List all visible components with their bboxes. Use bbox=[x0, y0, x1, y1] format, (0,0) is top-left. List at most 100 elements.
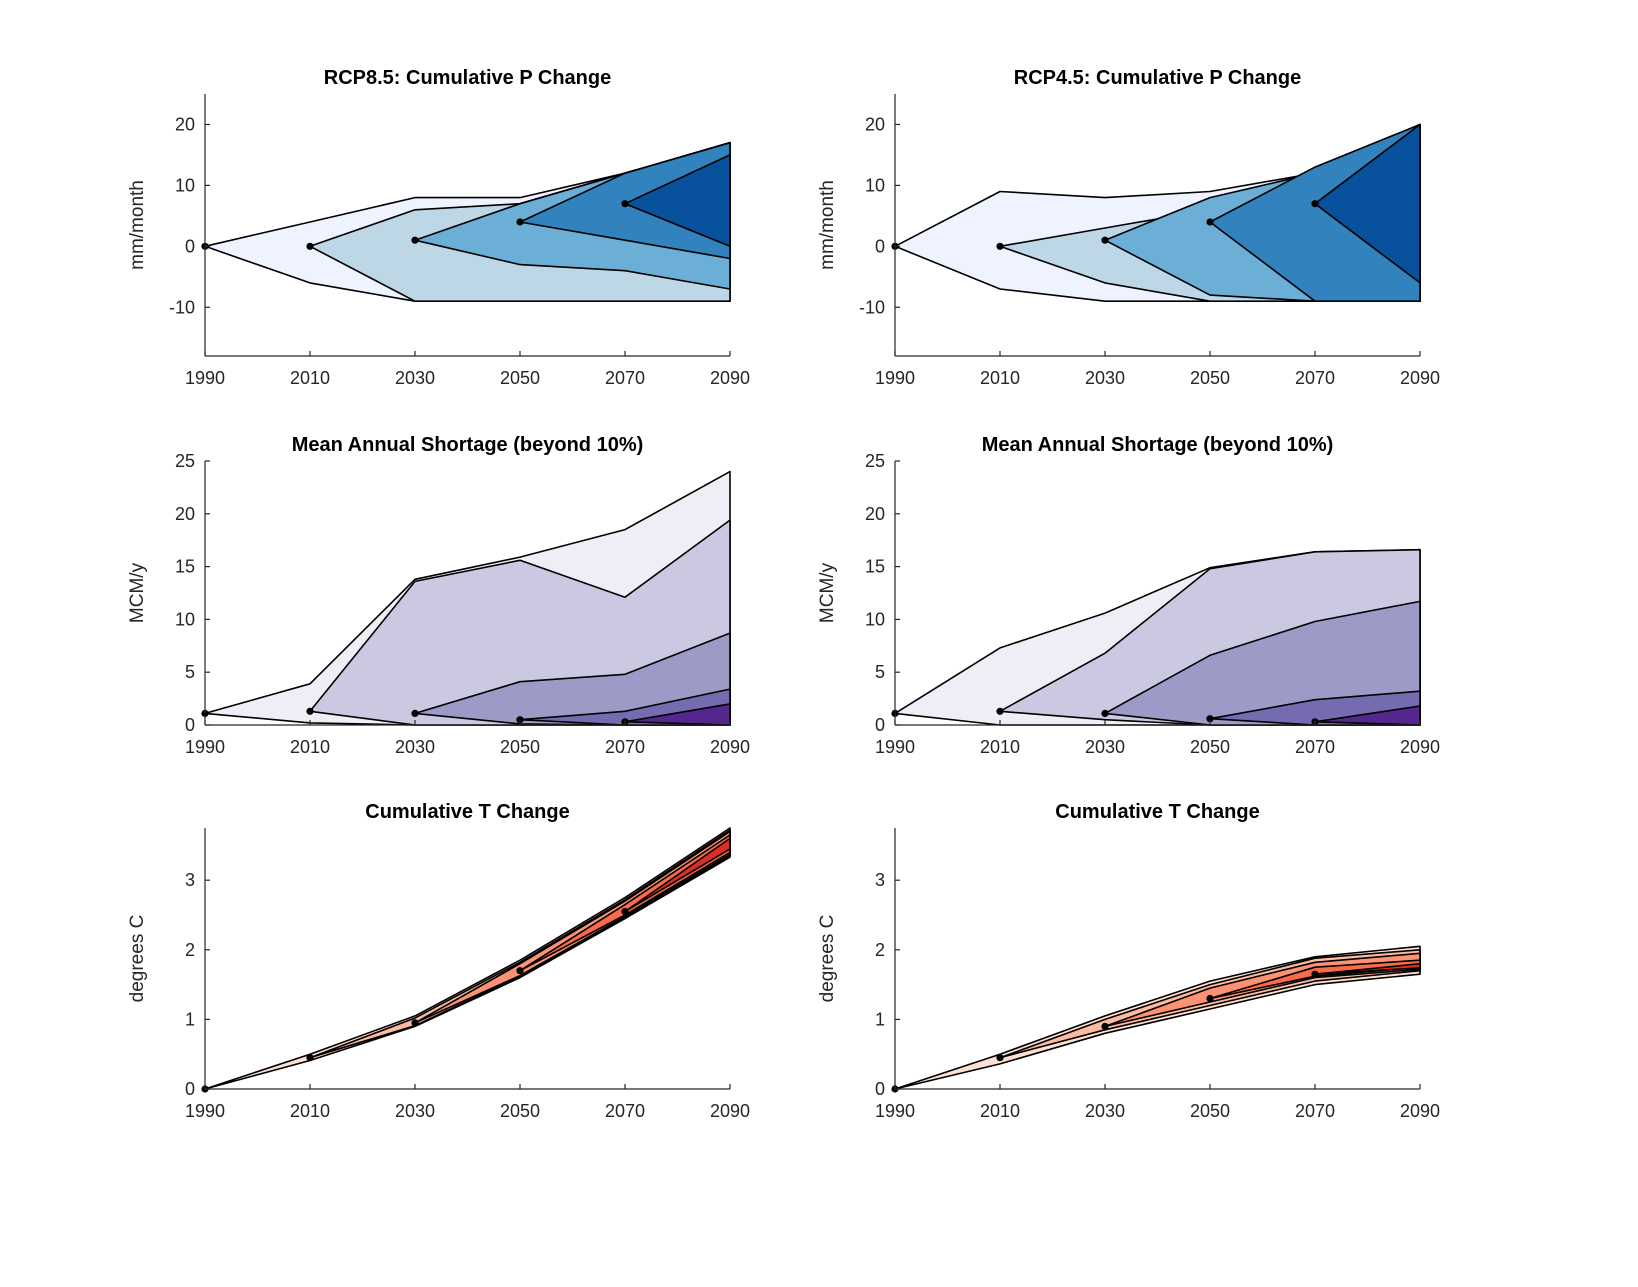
x-tick-label: 2070 bbox=[605, 737, 645, 757]
x-tick-label: 1990 bbox=[185, 1101, 225, 1121]
x-tick-label: 2090 bbox=[1400, 737, 1440, 757]
x-tick-label: 2050 bbox=[500, 368, 540, 388]
decision-point bbox=[516, 218, 524, 226]
x-tick-label: 1990 bbox=[875, 737, 915, 757]
y-tick-label: 3 bbox=[875, 870, 885, 890]
cone-band-5 bbox=[1314, 705, 1421, 726]
x-tick-label: 2030 bbox=[395, 368, 435, 388]
cone-band-5 bbox=[624, 703, 731, 726]
y-tick-label: 0 bbox=[185, 236, 195, 256]
decision-point bbox=[1206, 218, 1214, 226]
x-tick-label: 2090 bbox=[1400, 368, 1440, 388]
y-tick-label: 15 bbox=[865, 557, 885, 577]
chart-p45: 1990 2010 2030 2050 2070 2090 -10 0 10 20 RCP4.5: … bbox=[817, 67, 1440, 388]
x-tick-label: 1990 bbox=[185, 737, 225, 757]
y-axis-label: degrees C bbox=[127, 915, 148, 1003]
y-tick-label: 5 bbox=[185, 662, 195, 682]
decision-point bbox=[1101, 709, 1109, 718]
decision-point bbox=[411, 1019, 419, 1027]
y-tick-label: 25 bbox=[865, 451, 885, 471]
cone-band-5 bbox=[624, 154, 731, 248]
y-tick-label: 10 bbox=[865, 609, 885, 629]
chart-title: RCP4.5: Cumulative P Change bbox=[1014, 67, 1301, 89]
y-tick-label: 20 bbox=[175, 114, 195, 134]
y-axis-label: MCM/y bbox=[817, 562, 838, 623]
decision-point bbox=[1206, 715, 1214, 723]
chart-title: Cumulative T Change bbox=[1055, 801, 1259, 823]
y-tick-label: 10 bbox=[865, 175, 885, 195]
y-tick-label: 20 bbox=[175, 504, 195, 524]
y-tick-label: 0 bbox=[185, 1079, 195, 1099]
x-tick-label: 2050 bbox=[500, 1101, 540, 1121]
chart-s85: 1990 2010 2030 2050 2070 2090 0 5 10 15 20 25 Mean A… bbox=[127, 434, 750, 757]
y-tick-label: 20 bbox=[865, 504, 885, 524]
cone-band-5 bbox=[1314, 962, 1421, 976]
x-tick-label: 2030 bbox=[395, 1101, 435, 1121]
y-tick-label: -10 bbox=[859, 297, 885, 317]
decision-point bbox=[411, 236, 419, 244]
cone-band-2 bbox=[309, 829, 731, 1059]
decision-point bbox=[306, 242, 314, 250]
x-tick-label: 2010 bbox=[980, 737, 1020, 757]
chart-title: RCP8.5: Cumulative P Change bbox=[324, 67, 611, 89]
decision-point bbox=[1101, 1022, 1109, 1030]
y-tick-label: 20 bbox=[865, 114, 885, 134]
cone-band-1 bbox=[204, 827, 731, 1090]
decision-point bbox=[621, 907, 629, 916]
x-tick-label: 2070 bbox=[605, 1101, 645, 1121]
cone-band-5 bbox=[624, 837, 731, 913]
cone-band-5 bbox=[1314, 123, 1421, 284]
y-axis-label: mm/month bbox=[127, 180, 148, 270]
x-tick-label: 2050 bbox=[1190, 737, 1230, 757]
decision-point bbox=[411, 709, 419, 718]
y-axis-label: MCM/y bbox=[127, 562, 148, 623]
y-axis-label: mm/month bbox=[817, 180, 838, 270]
y-tick-label: 15 bbox=[175, 557, 195, 577]
y-tick-label: 3 bbox=[185, 870, 195, 890]
decision-point bbox=[996, 242, 1004, 250]
y-tick-label: 0 bbox=[875, 236, 885, 256]
y-tick-label: 10 bbox=[175, 175, 195, 195]
chart-p85: 1990 2010 2030 2050 2070 2090 -10 0 10 20 RCP8.5: … bbox=[127, 67, 750, 388]
x-tick-label: 2010 bbox=[290, 1101, 330, 1121]
x-tick-label: 2070 bbox=[605, 368, 645, 388]
y-tick-label: 0 bbox=[875, 1079, 885, 1099]
y-tick-label: -10 bbox=[169, 297, 195, 317]
chart-t45: 1990 2010 2030 2050 2070 2090 0 1 2 3 Cumulative T… bbox=[817, 801, 1440, 1121]
y-tick-label: 0 bbox=[185, 715, 195, 735]
x-tick-label: 1990 bbox=[875, 1101, 915, 1121]
y-tick-label: 1 bbox=[875, 1009, 885, 1029]
x-tick-label: 2090 bbox=[710, 368, 750, 388]
y-tick-label: 0 bbox=[875, 715, 885, 735]
x-tick-label: 2030 bbox=[1085, 1101, 1125, 1121]
chart-title: Mean Annual Shortage (beyond 10%) bbox=[292, 434, 644, 456]
x-tick-label: 2090 bbox=[1400, 1101, 1440, 1121]
x-tick-label: 2050 bbox=[500, 737, 540, 757]
y-tick-label: 5 bbox=[875, 662, 885, 682]
decision-point bbox=[621, 200, 629, 208]
y-tick-label: 2 bbox=[185, 940, 195, 960]
x-tick-label: 2010 bbox=[980, 368, 1020, 388]
decision-point bbox=[996, 707, 1004, 715]
chart-s45: 1990 2010 2030 2050 2070 2090 0 5 10 15 20 25 Mean A… bbox=[817, 434, 1440, 757]
x-tick-label: 1990 bbox=[185, 368, 225, 388]
decision-point bbox=[1311, 200, 1319, 208]
y-tick-label: 10 bbox=[175, 609, 195, 629]
x-tick-label: 2030 bbox=[1085, 737, 1125, 757]
decision-point bbox=[996, 1054, 1004, 1062]
x-tick-label: 2090 bbox=[710, 737, 750, 757]
x-tick-label: 2050 bbox=[1190, 1101, 1230, 1121]
x-tick-label: 2010 bbox=[290, 737, 330, 757]
x-tick-label: 2010 bbox=[980, 1101, 1020, 1121]
decision-point bbox=[1206, 994, 1214, 1003]
cone-band-3 bbox=[414, 632, 731, 726]
y-tick-label: 25 bbox=[175, 451, 195, 471]
x-tick-label: 2050 bbox=[1190, 368, 1230, 388]
y-tick-label: 2 bbox=[875, 940, 885, 960]
y-tick-label: 1 bbox=[185, 1009, 195, 1029]
chart-t85: 1990 2010 2030 2050 2070 2090 0 1 2 3 Cumulative T… bbox=[127, 801, 750, 1121]
x-tick-label: 2030 bbox=[1085, 368, 1125, 388]
chart-title: Cumulative T Change bbox=[365, 801, 569, 823]
